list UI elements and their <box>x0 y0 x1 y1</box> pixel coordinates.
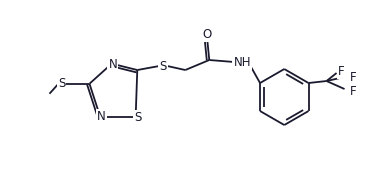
Text: F: F <box>350 70 357 84</box>
Text: F: F <box>350 84 357 98</box>
Text: NH: NH <box>233 55 251 69</box>
Text: S: S <box>134 111 141 124</box>
Text: F: F <box>338 65 345 78</box>
Text: S: S <box>58 77 65 90</box>
Text: S: S <box>160 60 167 73</box>
Text: O: O <box>203 27 212 41</box>
Text: N: N <box>97 110 106 123</box>
Text: N: N <box>108 58 117 71</box>
